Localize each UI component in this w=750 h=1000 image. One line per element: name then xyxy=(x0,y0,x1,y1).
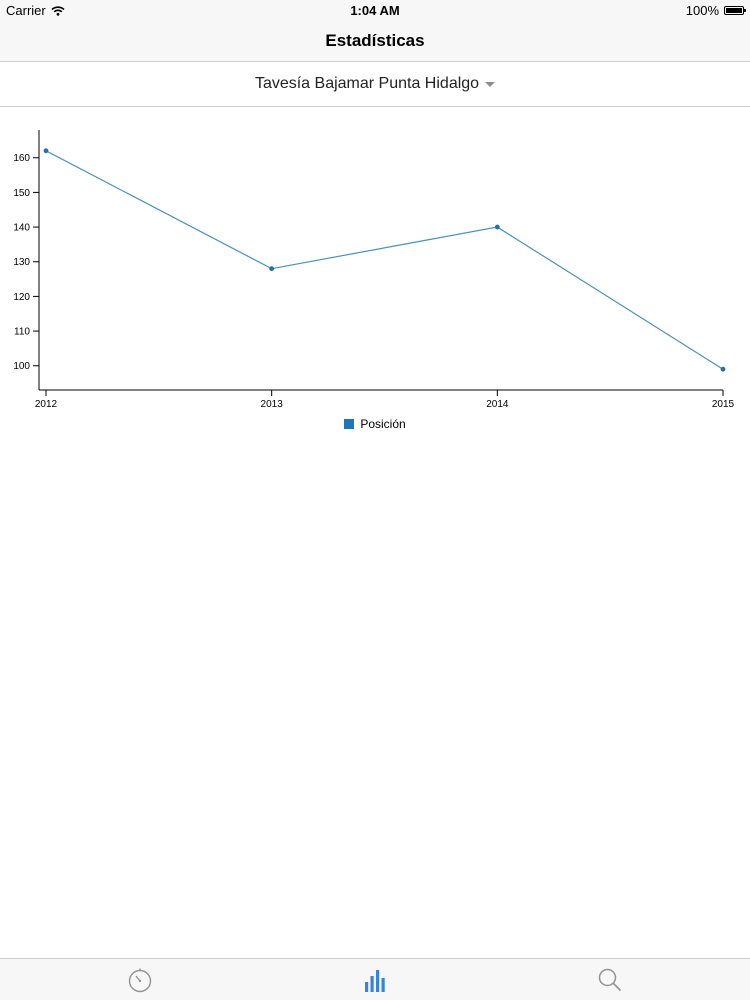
x-tick-label: 2012 xyxy=(35,399,58,410)
battery-indicator: 100% xyxy=(685,3,746,18)
wifi-icon xyxy=(51,5,65,16)
x-tick-label: 2014 xyxy=(486,399,509,410)
data-point xyxy=(494,224,500,230)
tab-search[interactable] xyxy=(590,963,630,997)
line-chart-svg: 100 110 120 130 140 150 160 2012 2013 2014 2015 xyxy=(13,130,735,410)
data-point xyxy=(269,266,275,272)
bar-chart-icon xyxy=(365,970,385,992)
x-tick-label: 2015 xyxy=(712,399,735,410)
battery-percent: 100% xyxy=(685,3,719,18)
page-title: Estadísticas xyxy=(325,31,425,50)
location-selector-label: Tavesía Bajamar Punta Hidalgo xyxy=(254,75,480,92)
y-tick-label: 110 xyxy=(14,327,30,338)
legend-label: Posición xyxy=(360,417,406,431)
carrier-indicator: Carrier xyxy=(6,3,65,18)
y-tick-label: 160 xyxy=(13,153,30,164)
search-icon xyxy=(598,968,622,992)
battery-icon xyxy=(724,6,746,15)
y-tick-label: 120 xyxy=(13,292,30,303)
chart-legend: Posición xyxy=(0,417,750,431)
stopwatch-icon xyxy=(128,968,152,993)
location-selector[interactable]: Tavesía Bajamar Punta Hidalgo xyxy=(0,62,750,107)
status-bar: Carrier 1:04 AM 100% xyxy=(0,0,750,22)
y-tick-label: 130 xyxy=(13,257,30,268)
series-line xyxy=(45,150,724,370)
y-tick-label: 140 xyxy=(13,223,30,234)
tab-bar xyxy=(0,958,750,1000)
legend-swatch xyxy=(344,419,355,429)
chevron-down-icon xyxy=(485,81,496,87)
data-point xyxy=(43,148,49,154)
x-tick-label: 2013 xyxy=(261,399,284,410)
status-time: 1:04 AM xyxy=(350,3,400,18)
data-point xyxy=(720,366,726,372)
tab-stopwatch[interactable] xyxy=(120,963,160,997)
tab-statistics[interactable] xyxy=(355,963,395,997)
carrier-label: Carrier xyxy=(6,3,46,18)
y-tick-label: 150 xyxy=(13,188,30,199)
line-chart: 100 110 120 130 140 150 160 2012 2013 2014 2015 xyxy=(0,115,750,435)
navigation-bar: Estadísticas xyxy=(0,22,750,62)
y-tick-label: 100 xyxy=(13,361,30,372)
